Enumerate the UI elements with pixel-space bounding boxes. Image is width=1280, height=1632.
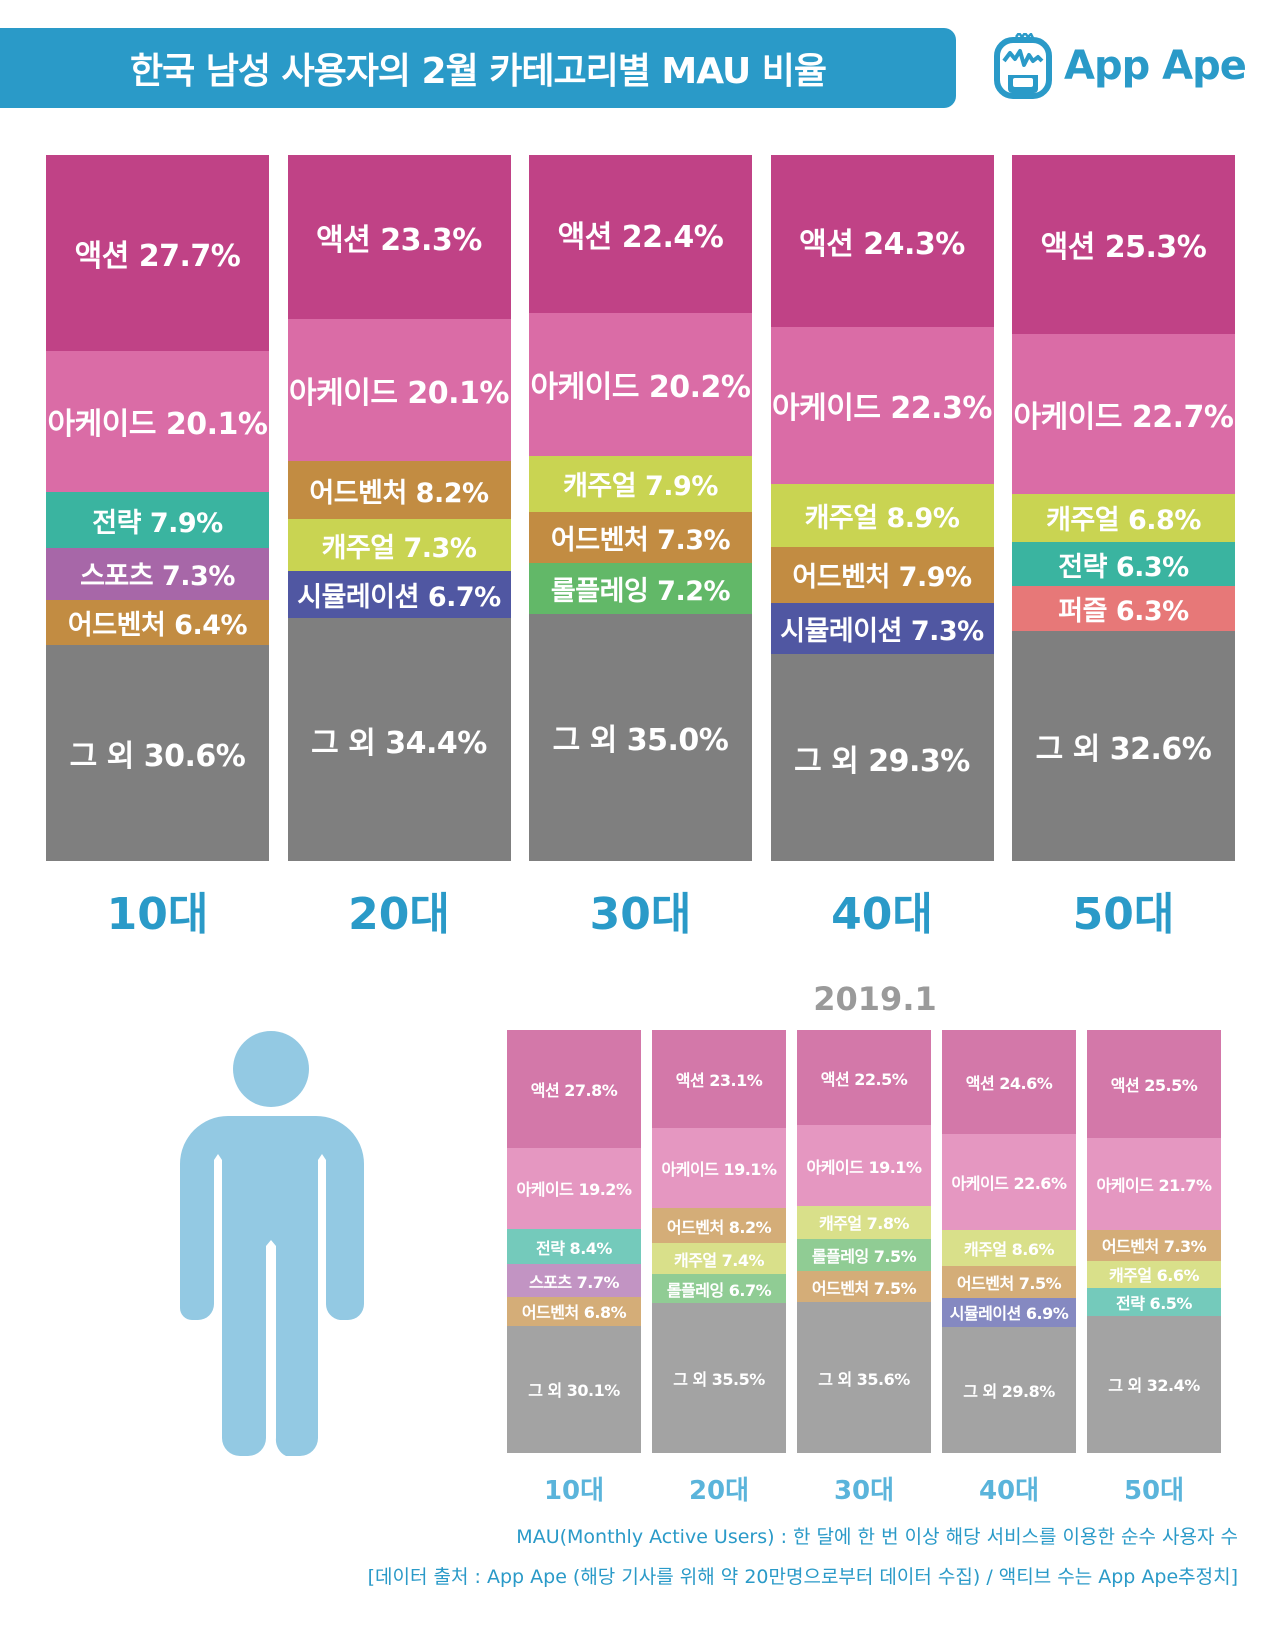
title-banner: 한국 남성 사용자의 2월 카테고리별 MAU 비율	[0, 28, 956, 108]
previous-period-title: 2019.1	[813, 980, 937, 1018]
bar-segment: 아케이드 20.1%	[46, 350, 269, 493]
bar-segment: 그 외 35.0%	[529, 613, 752, 861]
bar-segment: 액션 25.3%	[1012, 155, 1235, 334]
bar-segment: 전략 7.9%	[46, 492, 269, 549]
bar-segment: 롤플레잉 7.5%	[797, 1238, 931, 1271]
mau-definition-note: MAU(Monthly Active Users) : 한 달에 한 번 이상 …	[516, 1526, 1238, 1548]
bar-segment: 액션 23.1%	[652, 1030, 786, 1128]
bar-segment: 어드벤처 7.3%	[1087, 1229, 1221, 1261]
bar-segment: 아케이드 20.1%	[287, 319, 511, 462]
bar-column: 액션 24.6% 아케이드 22.6% 캐주얼 8.6% 어드벤처 7.5% 시뮬레이션…	[942, 1030, 1076, 1453]
bar-segment: 아케이드 22.6%	[942, 1134, 1076, 1230]
bar-segment: 아케이드 19.1%	[652, 1127, 786, 1209]
bar-segment: 그 외 29.3%	[770, 654, 994, 861]
app-ape-logo: App Ape	[994, 32, 1247, 100]
bar-segment: 시뮬레이션 6.7%	[287, 570, 511, 619]
age-group-label: 10대	[543, 1476, 605, 1506]
bar-segment: 어드벤처 7.5%	[797, 1270, 931, 1303]
bar-segment: 어드벤처 8.2%	[287, 461, 511, 520]
age-group-label: 40대	[978, 1476, 1040, 1506]
age-group-label: 10대	[106, 889, 209, 940]
app-ape-monkey-icon	[994, 33, 1052, 99]
bar-segment: 아케이드 19.1%	[797, 1125, 931, 1206]
bar-segment: 캐주얼 7.8%	[797, 1205, 931, 1239]
bar-segment: 액션 24.3%	[770, 155, 994, 327]
age-group-label: 30대	[589, 889, 692, 940]
bar-segment: 그 외 30.6%	[46, 644, 269, 861]
age-group-label: 20대	[688, 1476, 750, 1506]
bar-column: 액션 22.5% 아케이드 19.1% 캐주얼 7.8% 롤플레잉 7.5% 어드벤처 …	[797, 1030, 931, 1453]
bar-segment: 그 외 35.6%	[797, 1302, 931, 1453]
bar-segment: 캐주얼 7.3%	[287, 519, 511, 571]
bar-column: 액션 24.3% 아케이드 22.3% 캐주얼 8.9% 어드벤처 7.9% 시뮬레이션…	[770, 155, 994, 861]
bar-segment: 전략 8.4%	[507, 1228, 641, 1265]
bar-column: 액션 27.7% 아케이드 20.1% 전략 7.9% 스포츠 7.3% 어드벤처 6.…	[46, 155, 269, 861]
bar-segment: 아케이드 21.7%	[1087, 1137, 1221, 1230]
male-person-icon	[180, 1031, 364, 1456]
bar-segment: 액션 22.5%	[797, 1030, 931, 1126]
bar-segment: 아케이드 19.2%	[507, 1147, 641, 1229]
bar-segment: 어드벤처 7.3%	[529, 511, 752, 564]
bar-segment: 어드벤처 8.2%	[652, 1208, 786, 1244]
age-group-label: 50대	[1123, 1476, 1185, 1506]
logo-text: App Ape	[1064, 43, 1247, 89]
bar-segment: 액션 27.8%	[507, 1030, 641, 1148]
age-group-label: 20대	[348, 889, 450, 940]
data-source-note: [데이터 출처 : App Ape (해당 기사를 위해 약 20만명으로부터 …	[367, 1566, 1238, 1588]
bar-segment: 캐주얼 7.4%	[652, 1243, 786, 1275]
bar-segment: 어드벤처 6.8%	[507, 1296, 641, 1326]
bar-segment: 캐주얼 6.8%	[1012, 493, 1235, 542]
bar-segment: 그 외 34.4%	[287, 618, 511, 861]
bar-segment: 그 외 30.1%	[507, 1325, 641, 1453]
bar-segment: 시뮬레이션 7.3%	[770, 602, 994, 655]
bar-segment: 시뮬레이션 6.9%	[942, 1297, 1076, 1327]
bar-segment: 캐주얼 8.9%	[770, 483, 994, 547]
age-group-label: 30대	[833, 1476, 895, 1506]
bar-segment: 퍼즐 6.3%	[1012, 586, 1235, 631]
bar-column: 액션 23.3% 아케이드 20.1% 어드벤처 8.2% 캐주얼 7.3% 시뮬레이션…	[287, 155, 511, 861]
bar-segment: 롤플레잉 7.2%	[529, 563, 752, 614]
bar-column: 액션 25.5% 아케이드 21.7% 어드벤처 7.3% 캐주얼 6.6% 전략 6.…	[1087, 1030, 1221, 1453]
bar-segment: 그 외 32.4%	[1087, 1315, 1221, 1453]
bar-segment: 캐주얼 8.6%	[942, 1229, 1076, 1267]
bar-column: 액션 22.4% 아케이드 20.2% 캐주얼 7.9% 어드벤처 7.3% 롤플레잉 …	[529, 155, 752, 861]
bar-column: 액션 25.3% 아케이드 22.7% 캐주얼 6.8% 전략 6.3% 퍼즐 6.3%…	[1012, 155, 1235, 861]
bar-segment: 스포츠 7.3%	[46, 548, 269, 600]
bar-segment: 액션 24.6%	[942, 1030, 1076, 1135]
bar-column: 액션 23.1% 아케이드 19.1% 어드벤처 8.2% 캐주얼 7.4% 롤플레잉 …	[652, 1030, 786, 1453]
bar-segment: 어드벤처 6.4%	[46, 599, 269, 645]
bar-segment: 그 외 29.8%	[942, 1326, 1076, 1453]
bar-segment: 스포츠 7.7%	[507, 1264, 641, 1297]
age-group-label: 50대	[1072, 889, 1175, 940]
bar-segment: 액션 27.7%	[46, 155, 269, 351]
bar-segment: 액션 23.3%	[287, 155, 511, 320]
bar-segment: 캐주얼 7.9%	[529, 455, 752, 512]
bar-segment: 그 외 35.5%	[652, 1302, 786, 1453]
age-group-label: 40대	[831, 889, 933, 940]
bar-segment: 전략 6.3%	[1012, 541, 1235, 587]
page-title: 한국 남성 사용자의 2월 카테고리별 MAU 비율	[130, 51, 827, 92]
bar-segment: 어드벤처 7.5%	[942, 1266, 1076, 1298]
bar-segment: 캐주얼 6.6%	[1087, 1260, 1221, 1289]
bar-segment: 액션 25.5%	[1087, 1030, 1221, 1138]
bar-segment: 롤플레잉 6.7%	[652, 1274, 786, 1303]
bar-segment: 아케이드 20.2%	[529, 313, 752, 456]
bar-segment: 액션 22.4%	[529, 155, 752, 314]
bar-segment: 어드벤처 7.9%	[770, 546, 994, 603]
bar-column: 액션 27.8% 아케이드 19.2% 전략 8.4% 스포츠 7.7% 어드벤처 6.…	[507, 1030, 641, 1453]
bar-segment: 아케이드 22.3%	[770, 326, 994, 484]
bar-segment: 전략 6.5%	[1087, 1288, 1221, 1316]
bar-segment: 아케이드 22.7%	[1012, 333, 1235, 494]
bar-segment: 그 외 32.6%	[1012, 630, 1235, 861]
